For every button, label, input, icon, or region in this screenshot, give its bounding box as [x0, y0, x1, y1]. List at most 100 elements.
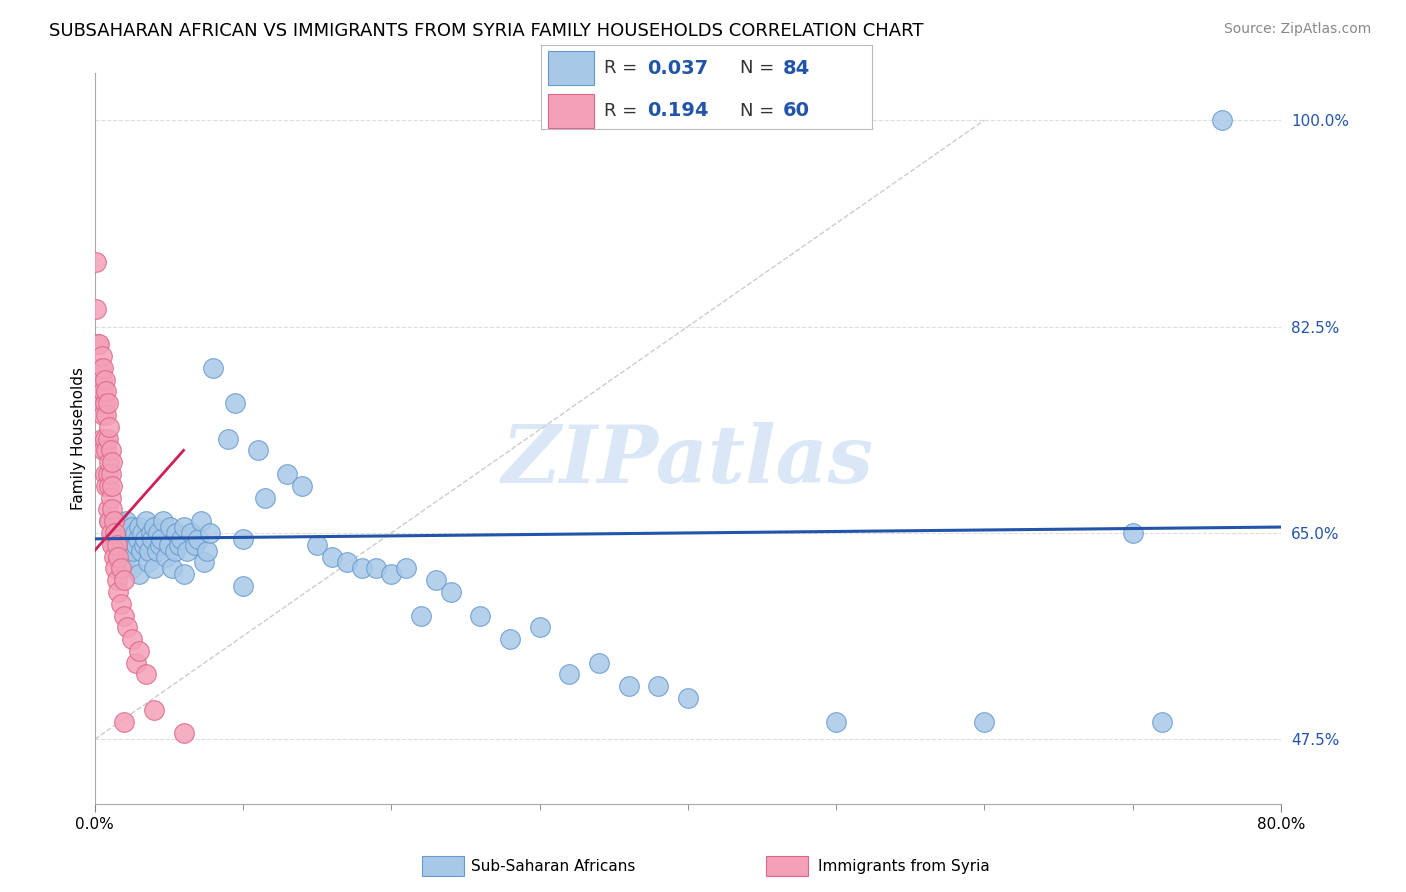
FancyBboxPatch shape — [548, 52, 595, 86]
Point — [169, 532, 191, 546]
Point — [91, 373, 114, 387]
Point — [254, 491, 277, 505]
Point — [111, 532, 134, 546]
Point — [97, 432, 120, 446]
Point — [155, 549, 177, 564]
Point — [676, 691, 699, 706]
Point — [91, 349, 114, 363]
Point — [98, 514, 121, 528]
Text: R =: R = — [605, 102, 643, 120]
Text: SUBSAHARAN AFRICAN VS IMMIGRANTS FROM SYRIA FAMILY HOUSEHOLDS CORRELATION CHART: SUBSAHARAN AFRICAN VS IMMIGRANTS FROM SY… — [49, 22, 924, 40]
Point — [160, 561, 183, 575]
Text: N =: N = — [740, 60, 779, 78]
Point — [167, 538, 190, 552]
Point — [101, 479, 124, 493]
Point — [321, 549, 343, 564]
Point — [128, 644, 150, 658]
Point — [101, 525, 124, 540]
Point — [195, 543, 218, 558]
Point — [115, 543, 138, 558]
Text: R =: R = — [605, 60, 643, 78]
Point — [122, 543, 145, 558]
Point — [647, 679, 669, 693]
Point — [107, 543, 129, 558]
Point — [94, 396, 117, 410]
Point — [159, 520, 181, 534]
Point — [101, 538, 124, 552]
Point — [152, 514, 174, 528]
Point — [97, 396, 120, 410]
Point — [180, 525, 202, 540]
Point — [84, 254, 107, 268]
Point — [93, 443, 115, 458]
Point — [89, 360, 111, 375]
Point — [305, 538, 328, 552]
Point — [187, 532, 209, 546]
Point — [184, 538, 207, 552]
Point — [246, 443, 269, 458]
Point — [105, 549, 128, 564]
Point — [104, 525, 127, 540]
Point — [94, 467, 117, 481]
Point — [190, 514, 212, 528]
Point — [1122, 525, 1144, 540]
Point — [86, 373, 108, 387]
Point — [89, 396, 111, 410]
Point — [135, 514, 157, 528]
Point — [163, 543, 186, 558]
Point — [129, 543, 152, 558]
Point — [101, 455, 124, 469]
Point — [93, 360, 115, 375]
Point — [121, 632, 143, 646]
Text: Immigrants from Syria: Immigrants from Syria — [818, 859, 990, 873]
Point — [93, 384, 115, 399]
Point — [148, 525, 170, 540]
Point — [107, 549, 129, 564]
Point — [100, 443, 122, 458]
Point — [291, 479, 314, 493]
Point — [107, 514, 129, 528]
Point — [136, 556, 159, 570]
Point — [139, 525, 162, 540]
Point — [118, 538, 141, 552]
Point — [87, 360, 110, 375]
Point — [101, 502, 124, 516]
Point — [131, 525, 153, 540]
Point — [114, 514, 136, 528]
Text: 0.037: 0.037 — [647, 59, 709, 78]
Point — [134, 532, 156, 546]
Point — [104, 532, 127, 546]
Point — [127, 532, 149, 546]
Point — [380, 567, 402, 582]
Text: 0.194: 0.194 — [647, 101, 709, 120]
Point — [105, 573, 128, 587]
FancyBboxPatch shape — [548, 94, 595, 128]
Point — [142, 520, 165, 534]
Point — [94, 373, 117, 387]
Point — [96, 479, 118, 493]
Point — [395, 561, 418, 575]
Point — [96, 408, 118, 422]
Point — [141, 532, 163, 546]
Point — [125, 656, 148, 670]
Point — [558, 667, 581, 681]
Point — [149, 538, 172, 552]
Point — [409, 608, 432, 623]
Point — [104, 561, 127, 575]
Point — [276, 467, 298, 481]
Point — [142, 703, 165, 717]
Point — [1211, 113, 1233, 128]
Point — [124, 525, 146, 540]
Point — [97, 502, 120, 516]
Point — [128, 520, 150, 534]
Point — [108, 525, 131, 540]
Point — [1152, 714, 1174, 729]
Point — [110, 597, 132, 611]
Point — [110, 538, 132, 552]
Point — [232, 532, 254, 546]
Point — [825, 714, 848, 729]
Point — [439, 585, 461, 599]
Point — [115, 525, 138, 540]
Point — [84, 301, 107, 316]
Point — [86, 337, 108, 351]
